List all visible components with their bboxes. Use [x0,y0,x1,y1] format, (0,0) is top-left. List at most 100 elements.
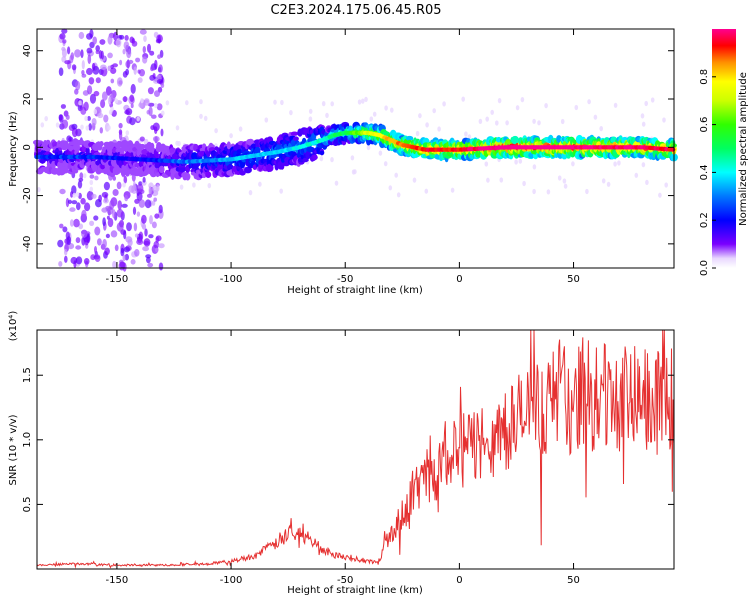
scatter-point [119,34,125,40]
scatter-point [97,112,104,119]
scatter-point [308,108,313,114]
ridge-point [254,146,261,155]
scatter-point [80,49,84,59]
scatter-point [144,228,148,237]
scatter-point [203,115,208,121]
snr-y-label: SNR (10 * v/v) [8,414,19,485]
scatter-point [130,103,134,109]
scatter-point [100,99,106,109]
scatter-point [86,47,93,54]
scatter-point [125,60,131,68]
scatter-point [645,179,649,185]
scatter-point [71,200,78,205]
scatter-point [81,209,87,220]
scatter-point [37,187,41,193]
y-tick-label: 1.0 [22,432,33,448]
scatter-point [149,74,156,81]
scatter-point [122,182,126,188]
scatter-point [60,104,66,109]
scatter-point [62,226,68,233]
scatter-point [132,206,137,215]
scatter-point [93,109,98,115]
scatter-point [613,161,617,167]
scatter-point [520,97,525,103]
ridge-point [319,150,325,156]
scatter-point [634,172,639,178]
scatter-point [369,116,374,122]
scatter-point [82,173,87,179]
scatter-point [87,116,91,121]
x-tick-label: 50 [567,274,580,285]
scatter-point [158,204,163,214]
ridge-point [302,157,309,163]
scatter-point [71,64,77,71]
ridge-point [76,139,85,146]
scatter-point [593,114,598,120]
scatter-point [143,238,151,247]
scatter-point [133,222,138,232]
scatter-point [505,120,509,126]
scatter-point [116,208,124,218]
scatter-point [70,256,78,265]
scatter-point [641,121,646,127]
scatter-point [94,246,97,254]
ridge-point [292,136,299,141]
scatter-point [69,219,74,227]
scatter-point [175,125,180,131]
scatter-point [75,256,83,265]
scatter-point [61,46,66,52]
scatter-point [107,52,113,59]
scatter-point [75,191,80,198]
scatter-point [214,128,218,134]
scatter-point [662,117,666,123]
scatter-point [384,105,388,111]
scatter-point [55,122,60,128]
scatter-point [71,123,78,130]
scatter-point [537,120,541,126]
scatter-point [199,99,203,105]
scatter-point [40,122,45,128]
y-tick-label: 40 [22,44,33,57]
scatter-point [81,70,85,75]
scatter-point [664,182,668,188]
scatter-point [94,254,101,262]
scatter-point [112,176,117,181]
scatter-point [87,85,93,95]
scatter-point [122,48,126,55]
scatter-point [89,186,94,192]
scatter-point [396,192,401,198]
scatter-point [334,180,339,186]
snr-frame [37,330,674,569]
scatter-point [142,56,148,64]
spectrogram-x-ticks: -150 -100 -50 0 50 [106,29,580,285]
scatter-point [148,185,152,196]
scatter-point [562,178,567,184]
scatter-point [138,199,146,208]
scatter-point [122,71,128,78]
colorbar-tick-label: 0.0 [699,260,710,276]
scatter-point [147,43,151,53]
scatter-point [499,177,504,183]
x-tick-label: -100 [220,274,243,285]
scatter-point [146,193,153,198]
scatter-point [145,254,152,259]
scatter-point [83,258,90,265]
scatter-point [563,183,568,189]
scatter-point [136,183,144,193]
ridge-point [178,167,187,172]
scatter-point [97,238,102,246]
scatter-point [532,188,536,195]
scatter-point [485,116,490,122]
scatter-point [73,218,80,228]
scatter-point [75,237,81,244]
scatter-point [289,110,293,116]
scatter-point [139,29,147,35]
scatter-point [156,79,164,85]
scatter-point [273,99,277,105]
y-tick-label: 1.5 [22,367,33,383]
ridge-peak [669,147,676,152]
scatter-point [641,162,646,168]
scatter-point [478,118,483,124]
scatter-point [192,182,196,188]
scatter-point [81,59,85,70]
